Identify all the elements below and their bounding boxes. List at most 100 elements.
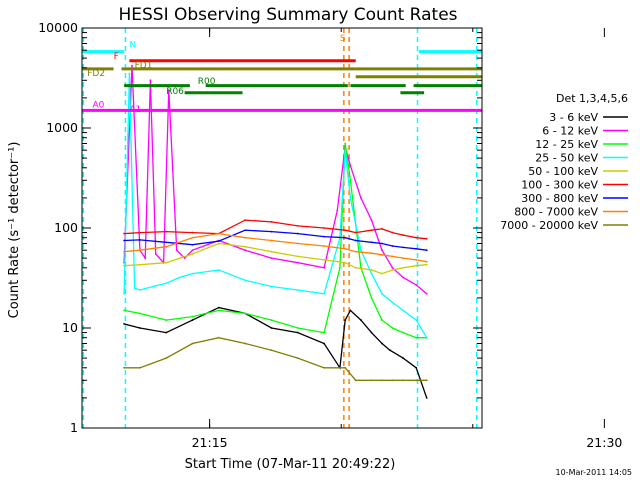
point-3-6-kev-15 xyxy=(388,349,391,352)
point-300-800-kev-9 xyxy=(344,236,347,239)
point-7000-20000-kev-8 xyxy=(323,366,326,369)
point-25-50-kev-10 xyxy=(270,285,273,288)
flag-layer: N S F FD1 FD2 R00 R06 A0 A1 xyxy=(82,34,482,115)
point-6-12-kev-3 xyxy=(144,257,147,260)
point-25-50-kev-19 xyxy=(391,301,394,304)
point-100-300-kev-7 xyxy=(296,224,299,227)
point-300-800-kev-2 xyxy=(165,241,168,244)
point-300-800-kev-0 xyxy=(123,239,126,242)
point-800-7000-kev-8 xyxy=(323,245,326,247)
point-25-50-kev-22 xyxy=(425,336,428,339)
axes: 11010010001000021:0021:1521:3021:4522:00… xyxy=(38,20,622,450)
legend-label-3-6-kev: 3 - 6 keV xyxy=(549,111,598,124)
point-6-12-kev-16 xyxy=(336,209,339,212)
flag-label-r06: R06 xyxy=(166,87,184,97)
point-25-50-kev-1 xyxy=(128,72,131,75)
point-3-6-kev-6 xyxy=(270,327,273,329)
point-6-12-kev-25 xyxy=(425,292,428,295)
point-25-50-kev-20 xyxy=(402,309,404,312)
point-50-100-kev-0 xyxy=(123,264,126,267)
point-7000-20000-kev-16 xyxy=(425,379,428,382)
point-50-100-kev-4 xyxy=(217,242,220,245)
point-7000-20000-kev-12 xyxy=(381,379,383,382)
point-50-100-kev-16 xyxy=(425,263,428,266)
point-7000-20000-kev-5 xyxy=(244,342,247,345)
point-25-50-kev-11 xyxy=(296,289,299,291)
point-25-50-kev-21 xyxy=(415,319,418,321)
point-25-50-kev-5 xyxy=(165,282,168,285)
point-3-6-kev-4 xyxy=(217,306,220,309)
point-12-25-kev-4 xyxy=(217,309,220,312)
point-300-800-kev-10 xyxy=(354,239,357,242)
point-7000-20000-kev-0 xyxy=(123,366,126,369)
flag-label-fd1: FD1 xyxy=(135,61,153,71)
point-25-50-kev-15 xyxy=(349,196,352,199)
point-50-100-kev-11 xyxy=(370,269,373,271)
y-tick-label-10: 10 xyxy=(62,320,78,335)
point-12-25-kev-16 xyxy=(402,331,404,334)
point-100-300-kev-14 xyxy=(402,234,404,236)
point-100-300-kev-13 xyxy=(391,231,394,234)
point-12-25-kev-8 xyxy=(323,331,326,334)
point-7000-20000-kev-9 xyxy=(344,366,347,369)
point-100-300-kev-5 xyxy=(244,219,247,221)
point-800-7000-kev-5 xyxy=(244,236,247,239)
point-12-25-kev-17 xyxy=(415,336,418,339)
point-12-25-kev-13 xyxy=(370,296,373,299)
point-50-100-kev-9 xyxy=(344,261,347,264)
point-12-25-kev-9 xyxy=(338,266,341,269)
point-100-300-kev-1 xyxy=(138,231,141,234)
point-3-6-kev-8 xyxy=(323,342,326,345)
point-25-50-kev-4 xyxy=(152,285,154,288)
point-3-6-kev-10 xyxy=(344,319,347,321)
point-50-100-kev-12 xyxy=(381,272,383,275)
point-7000-20000-kev-14 xyxy=(402,379,404,382)
point-25-50-kev-9 xyxy=(244,279,247,282)
point-3-6-kev-14 xyxy=(381,342,383,345)
chart-title: HESSI Observing Summary Count Rates xyxy=(118,5,457,25)
point-50-100-kev-1 xyxy=(138,263,141,266)
legend-label-300-800-kev: 300 - 800 keV xyxy=(521,192,598,205)
point-800-7000-kev-0 xyxy=(123,250,126,253)
x-axis-label: Start Time (07-Mar-11 20:49:22) xyxy=(185,457,396,472)
y-tick-label-1000: 1000 xyxy=(46,120,78,135)
point-12-25-kev-3 xyxy=(191,315,194,318)
point-50-100-kev-5 xyxy=(244,245,247,248)
legend-label-6-12-kev: 6 - 12 keV xyxy=(542,125,598,138)
legend-label-800-7000-kev: 800 - 7000 keV xyxy=(514,206,598,219)
point-6-12-kev-4 xyxy=(149,79,152,82)
point-100-300-kev-9 xyxy=(344,229,347,232)
point-12-25-kev-6 xyxy=(270,319,273,321)
point-3-6-kev-17 xyxy=(415,366,418,369)
point-25-50-kev-16 xyxy=(360,249,362,252)
point-100-300-kev-0 xyxy=(123,232,126,235)
point-800-7000-kev-1 xyxy=(138,249,141,252)
point-6-12-kev-10 xyxy=(191,249,194,252)
point-7000-20000-kev-3 xyxy=(191,342,194,345)
flag-label-s: S xyxy=(340,34,346,44)
point-6-12-kev-12 xyxy=(244,249,247,252)
y-tick-label-100: 100 xyxy=(54,220,78,235)
point-800-7000-kev-3 xyxy=(191,236,194,239)
point-7000-20000-kev-10 xyxy=(354,379,357,382)
point-7000-20000-kev-1 xyxy=(138,366,141,369)
point-300-800-kev-4 xyxy=(217,240,220,242)
point-50-100-kev-13 xyxy=(391,269,394,271)
point-7000-20000-kev-7 xyxy=(296,357,299,360)
point-3-6-kev-0 xyxy=(123,322,126,325)
point-7000-20000-kev-11 xyxy=(370,379,373,382)
point-50-100-kev-15 xyxy=(415,264,418,267)
point-100-300-kev-6 xyxy=(270,221,273,223)
point-7000-20000-kev-4 xyxy=(217,336,220,339)
point-100-300-kev-12 xyxy=(381,227,383,230)
point-50-100-kev-6 xyxy=(270,250,273,253)
point-300-800-kev-1 xyxy=(138,239,141,241)
point-300-800-kev-15 xyxy=(415,247,418,250)
point-3-6-kev-18 xyxy=(425,396,428,399)
point-300-800-kev-3 xyxy=(191,243,194,246)
point-7000-20000-kev-15 xyxy=(415,379,418,382)
point-7000-20000-kev-13 xyxy=(391,379,394,382)
point-12-25-kev-5 xyxy=(244,312,247,315)
